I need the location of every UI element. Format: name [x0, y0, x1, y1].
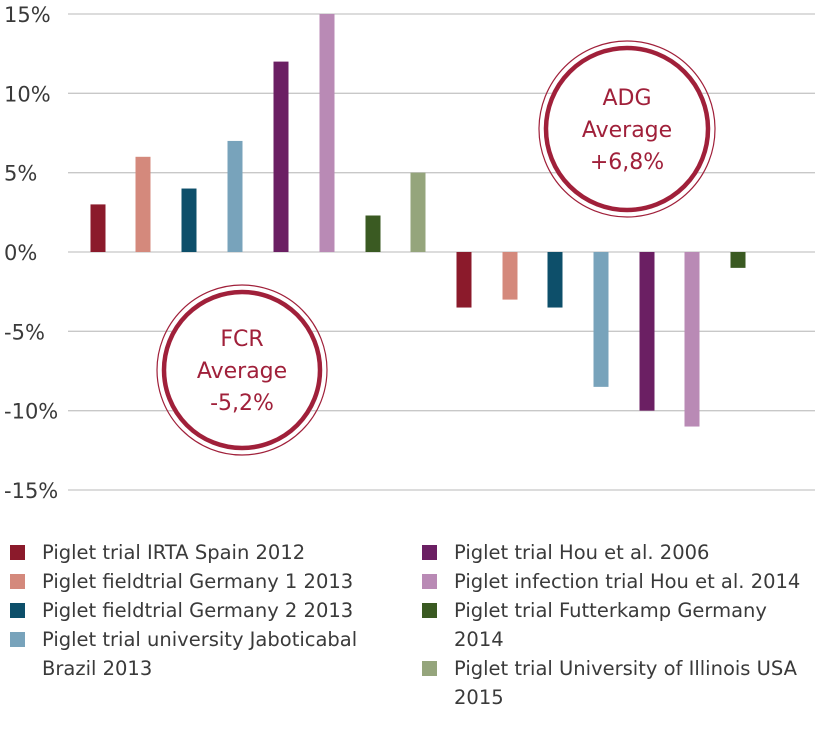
- y-tick-label: -15%: [4, 479, 58, 500]
- bar: [593, 252, 609, 387]
- average-annotations: ADG Average +6,8% FCR Average -5,2%: [156, 40, 716, 456]
- legend-label: Piglet trial Hou et al. 2006: [454, 541, 710, 564]
- legend-label: Piglet trial University of Illinois USA: [454, 657, 798, 680]
- bar: [181, 188, 197, 252]
- fcr-bubble-line: FCR: [220, 327, 263, 352]
- bar: [365, 215, 381, 252]
- bars: [90, 14, 746, 427]
- bar: [502, 252, 518, 300]
- adg-average-bubble: ADG Average +6,8%: [538, 40, 716, 218]
- adg-bubble-line: Average: [582, 118, 672, 143]
- bar: [90, 204, 106, 252]
- bar: [410, 172, 426, 252]
- bar: [319, 14, 335, 252]
- bar: [639, 252, 655, 411]
- y-tick-label: 15%: [4, 3, 51, 27]
- legend-item: Piglet trial IRTA Spain 2012: [0, 538, 357, 567]
- legend-swatch: [10, 603, 25, 618]
- bar: [273, 61, 289, 252]
- y-tick-label: -10%: [4, 400, 58, 424]
- legend-label: 2014: [454, 628, 504, 651]
- y-tick-label: 10%: [4, 82, 51, 106]
- fcr-bubble-line: -5,2%: [210, 391, 274, 416]
- y-tick-label: -5%: [4, 320, 45, 344]
- legend-label: Piglet trial Futterkamp Germany: [454, 599, 767, 622]
- legend: Piglet trial IRTA Spain 2012 Piglet field…: [0, 538, 815, 733]
- legend-item: Piglet fieldtrial Germany 2 2013: [0, 596, 357, 625]
- legend-label: Piglet fieldtrial Germany 2 2013: [42, 599, 354, 622]
- y-tick-label: 0%: [4, 241, 37, 265]
- legend-column-left: Piglet trial IRTA Spain 2012 Piglet field…: [0, 538, 357, 683]
- legend-swatch: [422, 603, 437, 618]
- y-axis-tick-labels: 15% 10% 5% 0% -5% -10% -15%: [4, 3, 58, 500]
- legend-item: Piglet fieldtrial Germany 1 2013: [0, 567, 357, 596]
- bar-chart: 15% 10% 5% 0% -5% -10% -15% ADG Average +6,8% FCR…: [4, 3, 815, 500]
- legend-column-right: Piglet trial Hou et al. 2006 Piglet infec…: [412, 538, 800, 712]
- legend-swatch: [10, 545, 25, 560]
- legend-swatch: [422, 574, 437, 589]
- legend-item: Piglet infection trial Hou et al. 2014: [412, 567, 800, 596]
- legend-label: 2015: [454, 686, 504, 709]
- legend-swatch: [10, 632, 25, 647]
- fcr-bubble-line: Average: [197, 359, 287, 384]
- bar: [227, 140, 243, 252]
- legend-label: Piglet fieldtrial Germany 1 2013: [42, 570, 354, 593]
- adg-bubble-line: +6,8%: [590, 150, 664, 175]
- bar: [684, 252, 700, 427]
- legend-label: Piglet infection trial Hou et al. 2014: [454, 570, 801, 593]
- adg-bubble-line: ADG: [602, 86, 651, 111]
- legend-label: Brazil 2013: [42, 657, 153, 680]
- y-tick-label: 5%: [4, 162, 37, 186]
- bar: [547, 252, 563, 308]
- legend-item: Piglet trial Hou et al. 2006: [412, 538, 800, 567]
- fcr-average-bubble: FCR Average -5,2%: [156, 284, 328, 456]
- legend-swatch: [422, 545, 437, 560]
- legend-swatch: [10, 574, 25, 589]
- bar: [135, 156, 151, 252]
- legend-item: Piglet trial university Jaboticabal Brazi…: [0, 625, 357, 683]
- bar: [456, 252, 472, 308]
- legend-item: Piglet trial Futterkamp Germany 2014: [412, 596, 800, 654]
- legend-swatch: [422, 661, 437, 676]
- legend-label: Piglet trial university Jaboticabal: [42, 628, 358, 651]
- legend-item: Piglet trial University of Illinois USA 2…: [412, 654, 800, 712]
- legend-label: Piglet trial IRTA Spain 2012: [42, 541, 306, 564]
- bar: [730, 252, 746, 268]
